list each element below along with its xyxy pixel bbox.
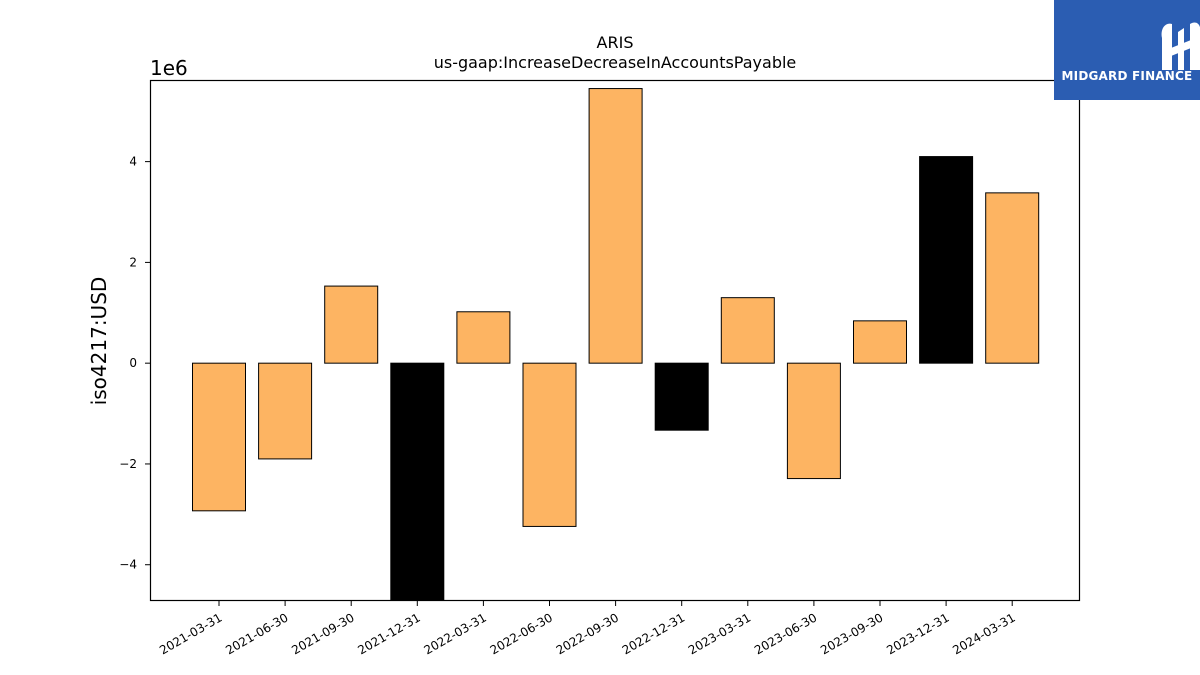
x-axis: 2021-03-312021-06-302021-09-302021-12-31… bbox=[157, 600, 1018, 657]
bar-2023-06-30 bbox=[786, 362, 841, 480]
bar-2021-03-31 bbox=[192, 362, 246, 512]
x-tick-label: 2021-06-30 bbox=[223, 610, 290, 657]
bar-2022-09-30 bbox=[588, 88, 643, 364]
bar-2021-12-31 bbox=[390, 362, 445, 601]
x-tick-label: 2023-09-30 bbox=[818, 610, 885, 657]
y-tick-label: −4 bbox=[119, 558, 137, 572]
x-tick-label: 2023-06-30 bbox=[752, 610, 819, 657]
y-axis-label: iso4217:USD bbox=[87, 277, 111, 406]
x-tick-label: 2021-12-31 bbox=[355, 610, 422, 657]
x-tick-label: 2022-09-30 bbox=[554, 610, 621, 657]
x-tick-label: 2024-03-31 bbox=[950, 610, 1017, 657]
bar-2023-12-31 bbox=[919, 156, 974, 364]
y-tick-label: −2 bbox=[119, 457, 137, 471]
x-tick-label: 2023-12-31 bbox=[884, 610, 951, 657]
x-tick-label: 2022-06-30 bbox=[488, 610, 555, 657]
x-tick-label: 2022-12-31 bbox=[620, 610, 687, 657]
x-tick-label: 2021-09-30 bbox=[289, 610, 356, 657]
y-tick-label: 2 bbox=[129, 255, 137, 269]
bar-2022-12-31 bbox=[654, 362, 709, 431]
plot-frame bbox=[149, 79, 1081, 602]
x-tick-label: 2022-03-31 bbox=[421, 610, 488, 657]
bar-2022-03-31 bbox=[456, 311, 511, 364]
bar-2023-09-30 bbox=[853, 320, 907, 364]
bars-group bbox=[192, 88, 1040, 601]
logo-text: MIDGARD FINANCE bbox=[1061, 69, 1193, 83]
chart-title: ARIS bbox=[597, 33, 634, 52]
bar-2024-03-31 bbox=[985, 192, 1040, 364]
y-offset-label: 1e6 bbox=[150, 56, 188, 80]
bar-2021-06-30 bbox=[258, 362, 313, 460]
bar-2021-09-30 bbox=[324, 285, 379, 364]
y-tick-label: 0 bbox=[129, 356, 137, 370]
x-tick-label: 2021-03-31 bbox=[157, 610, 224, 657]
bar-2023-03-31 bbox=[720, 297, 775, 364]
y-axis: −4 −2 0 2 4 bbox=[119, 155, 151, 572]
y-tick-label: 4 bbox=[129, 155, 137, 169]
logo-mark-icon bbox=[1161, 22, 1200, 70]
midgard-finance-logo: MIDGARD FINANCE bbox=[1054, 0, 1200, 100]
chart-subtitle: us-gaap:IncreaseDecreaseInAccountsPayabl… bbox=[434, 53, 797, 72]
x-tick-label: 2023-03-31 bbox=[686, 610, 753, 657]
bar-2022-06-30 bbox=[522, 362, 577, 527]
